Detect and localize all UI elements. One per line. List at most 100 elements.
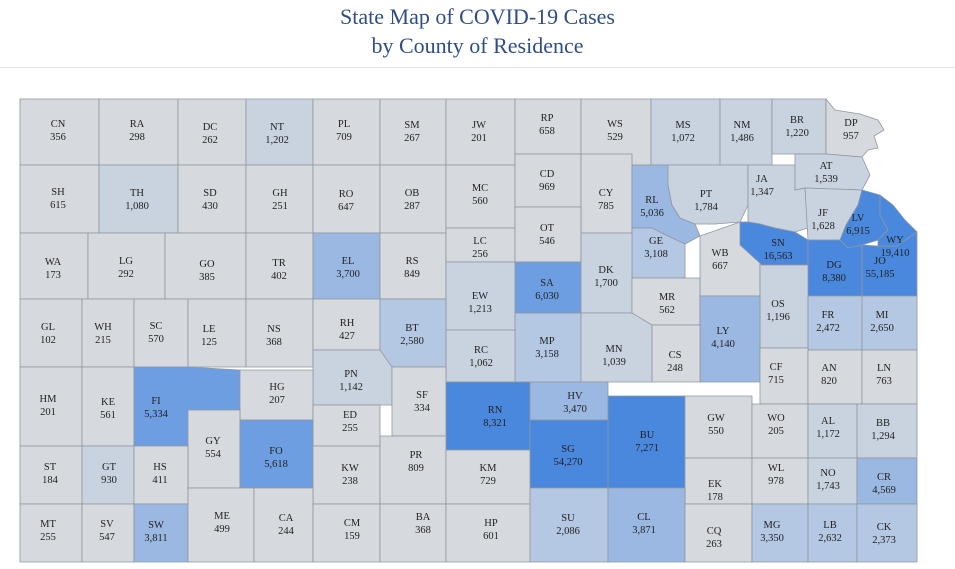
county-code-gt: GT: [102, 462, 117, 473]
county-cases-mr: 562: [659, 305, 675, 316]
county-cases-hm: 201: [40, 407, 56, 418]
map-title-line-2: by County of Residence: [371, 33, 584, 58]
county-shape-sm[interactable]: [379, 98, 447, 166]
county-shape-ot[interactable]: [514, 206, 582, 263]
county-code-mt: MT: [40, 519, 56, 530]
county-shape-sh[interactable]: [19, 164, 100, 234]
county-shape-su[interactable]: [529, 487, 609, 563]
county-shape-jw[interactable]: [445, 98, 516, 166]
county-cases-ek: 178: [707, 492, 723, 503]
county-cases-ot: 546: [539, 236, 555, 247]
county-cases-os: 1,196: [766, 312, 790, 323]
county-code-fr: FR: [822, 310, 835, 321]
county-code-dk: DK: [598, 265, 614, 276]
county-cases-pt: 1,784: [694, 202, 718, 213]
county-cases-cy: 785: [598, 201, 614, 212]
county-shape-ck[interactable]: [856, 503, 918, 563]
county-shape-sc[interactable]: [133, 298, 189, 368]
county-shape-pt[interactable]: [667, 164, 749, 225]
county-cases-no: 1,743: [816, 481, 840, 492]
county-cases-cd: 969: [539, 182, 555, 193]
county-code-rl: RL: [645, 195, 658, 206]
county-shape-ob[interactable]: [379, 164, 447, 234]
county-cases-sf: 334: [414, 403, 431, 414]
county-cases-sc: 570: [148, 334, 164, 345]
county-cases-ns: 368: [266, 337, 282, 348]
county-code-ca: CA: [279, 513, 294, 524]
county-cases-ba: 368: [415, 525, 431, 536]
county-cases-mc: 560: [472, 196, 488, 207]
county-shape-cs[interactable]: [651, 324, 701, 383]
county-shape-mp[interactable]: [514, 312, 582, 383]
county-cases-gt: 930: [101, 475, 117, 486]
county-cases-lb: 2,632: [818, 533, 842, 544]
county-cases-wa: 173: [45, 270, 61, 281]
county-code-at: AT: [820, 161, 833, 172]
county-cases-sv: 547: [99, 532, 115, 543]
county-code-cm: CM: [344, 518, 361, 529]
county-shape-bu[interactable]: [607, 395, 686, 489]
county-code-wa: WA: [45, 257, 62, 268]
county-shape-le[interactable]: [187, 298, 247, 368]
county-cases-cr: 4,569: [872, 485, 896, 496]
county-shape-ca[interactable]: [253, 487, 314, 563]
county-code-sh: SH: [51, 187, 65, 198]
county-code-rn: RN: [488, 405, 503, 416]
county-cases-ws: 529: [607, 132, 623, 143]
county-cases-st: 184: [42, 475, 59, 486]
map-title: State Map of COVID-19 Cases by County of…: [0, 2, 955, 60]
county-code-go: GO: [199, 259, 215, 270]
county-code-st: ST: [44, 462, 57, 473]
county-cases-tr: 402: [271, 271, 287, 282]
county-cases-bt: 2,580: [400, 336, 424, 347]
county-code-hm: HM: [40, 394, 58, 405]
county-shape-br[interactable]: [771, 98, 827, 155]
county-cases-fr: 2,472: [816, 323, 840, 334]
county-cases-cm: 159: [344, 531, 360, 542]
county-cases-an: 820: [821, 376, 837, 387]
county-code-jw: JW: [472, 120, 486, 131]
county-code-nm: NM: [734, 120, 752, 131]
county-cases-rh: 427: [339, 331, 355, 342]
county-shape-ba[interactable]: [379, 503, 447, 563]
county-code-ro: RO: [339, 189, 354, 200]
county-shape-wh[interactable]: [81, 298, 135, 368]
county-shape-rn[interactable]: [445, 381, 531, 451]
county-cases-mt: 255: [40, 532, 56, 543]
county-shape-kw[interactable]: [312, 445, 381, 505]
county-shape-nm[interactable]: [719, 98, 773, 166]
county-code-gy: GY: [205, 436, 221, 447]
county-code-ob: OB: [405, 188, 420, 199]
county-code-lb: LB: [823, 520, 836, 531]
county-shape-sd[interactable]: [177, 164, 247, 234]
county-shape-sn[interactable]: [739, 221, 809, 266]
county-code-bu: BU: [640, 430, 655, 441]
county-code-cy: CY: [599, 188, 614, 199]
county-code-br: BR: [790, 115, 804, 126]
county-code-sw: SW: [148, 520, 164, 531]
county-shape-sf[interactable]: [391, 366, 447, 437]
county-cases-dg: 8,380: [822, 273, 846, 284]
county-code-hp: HP: [484, 518, 498, 529]
county-shape-th[interactable]: [98, 164, 179, 234]
county-shape-rc[interactable]: [445, 329, 516, 383]
county-code-ws: WS: [607, 119, 623, 130]
county-shape-ms[interactable]: [650, 98, 721, 166]
county-cases-bb: 1,294: [871, 431, 895, 442]
county-code-sd: SD: [203, 188, 217, 199]
county-code-wo: WO: [767, 413, 785, 424]
county-code-wy: WY: [886, 235, 904, 246]
county-cases-cf: 715: [768, 375, 784, 386]
county-code-gh: GH: [272, 188, 288, 199]
county-cases-al: 1,172: [816, 429, 840, 440]
county-cases-cn: 356: [50, 132, 66, 143]
county-shape-at[interactable]: [794, 153, 871, 191]
county-cases-jw: 201: [471, 133, 487, 144]
county-shape-gh[interactable]: [245, 164, 314, 234]
county-cases-gy: 554: [205, 449, 222, 460]
county-shape-cd[interactable]: [514, 153, 582, 208]
county-code-dc: DC: [203, 122, 218, 133]
county-code-fi: FI: [151, 396, 161, 407]
county-shape-gl[interactable]: [19, 298, 83, 368]
